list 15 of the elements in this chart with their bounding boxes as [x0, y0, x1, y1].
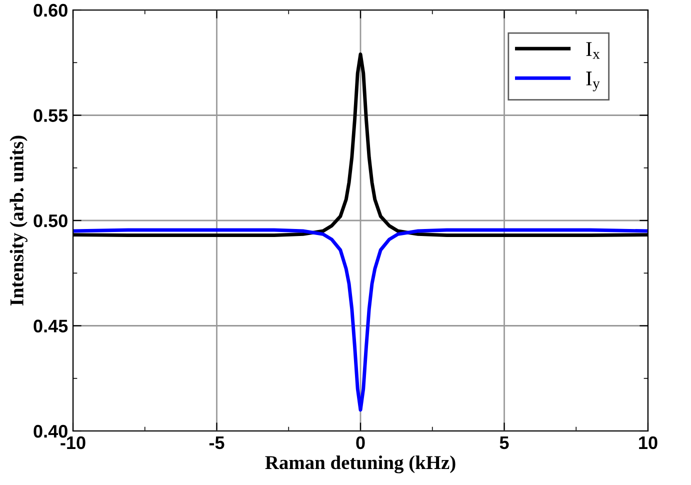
legend-label: I$_{y}$: [586, 72, 600, 92]
x-axis-title: Raman detuning (kHz): [265, 455, 456, 474]
y-tick-label: 0.45: [34, 320, 68, 332]
y-axis-title: Intensity (arb. units): [10, 136, 28, 306]
y-tick-label: 0.50: [34, 214, 68, 228]
legend-label: I$_{x}$: [586, 42, 600, 59]
line-series: [73, 228, 648, 412]
y-tick-label: 0.60: [34, 4, 68, 17]
y-tick-label: 0.40: [34, 424, 68, 438]
x-tick-label: 5: [500, 436, 509, 450]
x-tick-label: -5: [209, 436, 224, 450]
y-tick-label: 0.55: [34, 109, 68, 122]
x-tick-label: 10: [639, 436, 658, 450]
x-tick-label: -10: [60, 436, 86, 450]
x-tick-label: 0: [356, 436, 365, 450]
